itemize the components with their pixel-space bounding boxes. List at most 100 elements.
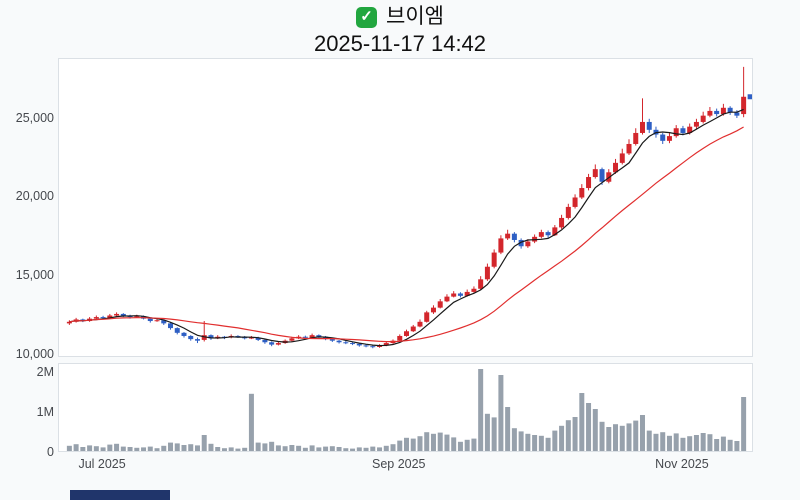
volume-bar	[127, 447, 133, 451]
candle-body	[666, 136, 672, 141]
candle-body	[660, 134, 666, 141]
volume-bar	[323, 446, 329, 451]
volume-bar	[606, 427, 612, 451]
volume-bar	[532, 435, 538, 451]
volume-bar	[680, 437, 686, 451]
candle-body	[579, 188, 585, 198]
volume-bar	[255, 442, 261, 451]
candle-body	[404, 331, 409, 336]
candle-body	[720, 107, 726, 115]
volume-bar	[194, 445, 200, 451]
candle-body	[134, 316, 140, 318]
volume-bar	[80, 447, 86, 451]
candle-body	[154, 320, 160, 322]
chart-datetime: 2025-11-17 14:42	[313, 31, 487, 56]
volume-bar	[646, 430, 652, 451]
volume-bar	[633, 420, 639, 451]
price-tick-label: 10,000	[15, 346, 54, 361]
volume-bar	[174, 443, 180, 451]
candle-body	[350, 343, 356, 345]
volume-bar	[491, 417, 497, 451]
volume-bar	[525, 433, 531, 451]
volume-bar	[235, 448, 241, 451]
volume-bar	[639, 415, 645, 451]
candle-body	[444, 296, 450, 302]
candle-body	[505, 233, 511, 239]
price-candles-canvas[interactable]	[59, 59, 752, 356]
volume-bar	[154, 448, 160, 451]
candle-body	[309, 335, 315, 338]
candle-body	[329, 339, 335, 341]
volume-bar	[693, 435, 699, 451]
candle-body	[336, 340, 342, 343]
volume-bar	[444, 434, 450, 451]
volume-chart[interactable]	[58, 363, 753, 452]
candle-body	[174, 328, 180, 333]
volume-bar	[296, 445, 302, 451]
candle-body	[700, 115, 706, 122]
volume-bar	[478, 369, 484, 451]
volume-tick-label: 1M	[36, 405, 54, 419]
candle-body	[633, 132, 639, 144]
volume-bar	[147, 446, 153, 451]
volume-bar	[457, 441, 463, 451]
candle-body	[552, 227, 558, 236]
volume-bars-canvas[interactable]	[59, 364, 752, 451]
volume-bar	[538, 435, 544, 451]
price-chart[interactable]	[58, 58, 753, 357]
candle-body	[626, 143, 632, 154]
candle-body	[194, 339, 200, 341]
candle-body	[478, 279, 484, 289]
price-tick-label: 20,000	[15, 189, 54, 204]
candle-body	[424, 312, 430, 322]
candle-body	[235, 335, 241, 337]
candle-body	[370, 346, 376, 348]
volume-bar	[505, 407, 511, 451]
candle-body	[572, 197, 578, 207]
volume-bar	[188, 444, 194, 451]
volume-bar	[242, 447, 248, 451]
volume-bar	[356, 447, 362, 451]
volume-tick-label: 0	[47, 445, 54, 459]
volume-bar	[383, 445, 389, 451]
volume-bar	[579, 393, 585, 451]
candle-body	[619, 153, 625, 163]
ma-fast-line	[69, 108, 744, 347]
candle-body	[592, 169, 598, 178]
volume-bar	[511, 428, 517, 451]
candle-body	[302, 336, 308, 338]
volume-bar	[134, 447, 140, 451]
last-price-marker	[747, 94, 752, 100]
volume-bar	[673, 433, 679, 451]
candle-body	[417, 321, 423, 327]
volume-bar	[120, 446, 126, 451]
candle-body	[599, 169, 605, 182]
volume-bar	[559, 425, 565, 451]
volume-bar	[666, 435, 672, 451]
volume-bar	[451, 437, 457, 451]
volume-bar	[397, 440, 403, 451]
candle-body	[93, 317, 99, 319]
price-tick-label: 15,000	[15, 268, 54, 283]
candle-body	[208, 335, 214, 339]
volume-bar	[221, 448, 227, 451]
candle-body	[161, 320, 167, 324]
volume-bar	[363, 447, 369, 451]
volume-bar	[316, 447, 322, 451]
volume-bar	[107, 444, 113, 451]
x-tick-label: Sep 2025	[371, 457, 426, 471]
candle-body	[120, 313, 126, 316]
volume-bar	[720, 436, 726, 451]
volume-bar	[114, 443, 120, 451]
volume-bar	[545, 437, 551, 451]
volume-bar	[437, 432, 443, 451]
volume-bar	[208, 443, 214, 451]
volume-bar	[66, 445, 72, 451]
volume-bar	[424, 432, 430, 451]
volume-bar	[565, 420, 571, 451]
volume-bar	[262, 443, 268, 451]
candle-body	[525, 241, 531, 247]
volume-bar	[269, 441, 275, 451]
candle-body	[451, 293, 457, 297]
candle-body	[464, 291, 470, 296]
